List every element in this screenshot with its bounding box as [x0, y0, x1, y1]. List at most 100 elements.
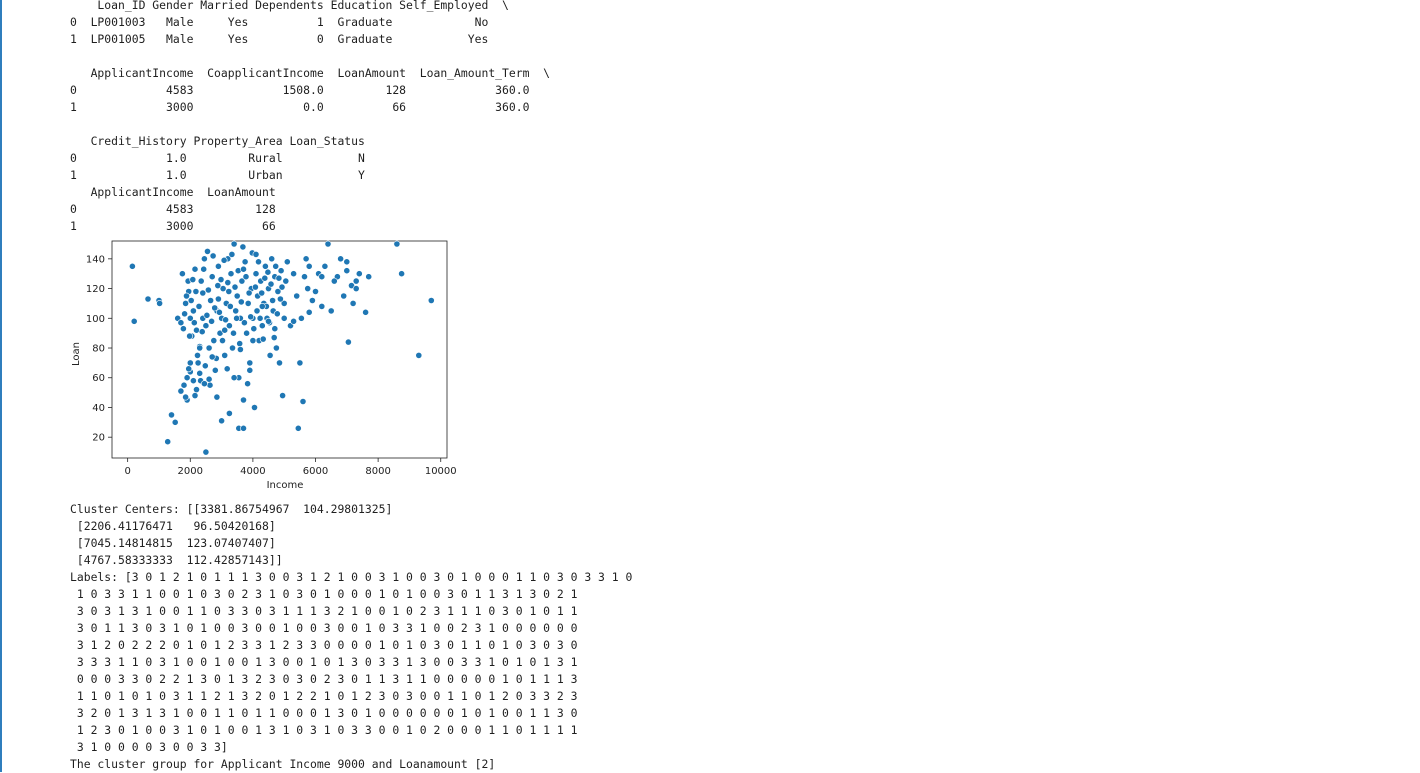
scatter-point	[277, 267, 285, 275]
y-tick-label: 80	[92, 344, 105, 355]
scatter-point	[243, 329, 250, 337]
scatter-point	[355, 270, 363, 278]
scatter-point	[293, 292, 301, 300]
scatter-point	[194, 359, 202, 367]
scatter-point	[214, 262, 222, 270]
scatter-point	[216, 329, 224, 337]
y-tick-label: 20	[92, 433, 105, 444]
scatter-point	[202, 448, 210, 456]
scatter-point	[218, 417, 225, 425]
scatter-point	[233, 314, 240, 322]
scatter-point	[195, 303, 203, 310]
scatter-point	[272, 344, 280, 352]
scatter-point	[330, 277, 338, 285]
scatter-point	[240, 424, 247, 432]
scatter-point	[225, 409, 233, 417]
scatter-point	[200, 255, 208, 263]
scatter-point	[210, 337, 218, 344]
scatter-point	[256, 314, 264, 322]
scatter-point	[214, 282, 222, 289]
scatter-point	[130, 317, 138, 325]
scatter-point	[219, 337, 226, 344]
scatter-point	[324, 240, 332, 248]
scatter-point	[191, 392, 199, 399]
scatter-point	[276, 359, 283, 367]
scatter-point	[272, 262, 280, 270]
scatter-point	[352, 285, 360, 292]
scatter-point	[187, 297, 195, 304]
y-tick-label: 120	[86, 284, 105, 295]
scatter-point	[231, 283, 239, 291]
scatter-point	[279, 392, 286, 399]
scatter-point	[208, 317, 215, 325]
axes-frame	[111, 240, 448, 459]
scatter-point	[199, 289, 207, 297]
notebook-cell-indicator	[0, 0, 2, 772]
scatter-point	[265, 317, 272, 325]
dataframe-output: Loan_ID Gender Married Dependents Educat…	[70, 0, 551, 233]
scatter-point	[251, 283, 259, 291]
scatter-point	[164, 438, 172, 446]
scatter-point	[301, 273, 308, 281]
scatter-point	[217, 276, 225, 283]
scatter-point	[255, 258, 262, 266]
scatter-point	[192, 288, 200, 295]
scatter-point	[190, 319, 198, 327]
scatter-point	[232, 307, 240, 315]
scatter-point	[229, 344, 236, 352]
scatter-point	[264, 268, 272, 276]
scatter-point	[246, 366, 254, 374]
scatter-point	[282, 277, 290, 285]
scatter-point	[226, 303, 234, 310]
scatter-point	[318, 303, 326, 310]
scatter-point	[196, 369, 204, 377]
scatter-point	[200, 380, 208, 388]
scatter-point	[241, 258, 249, 266]
scatter-point	[242, 273, 250, 281]
scatter-point	[196, 344, 204, 352]
scatter-point	[305, 262, 313, 270]
scatter-point	[213, 393, 221, 401]
scatter-point	[183, 374, 191, 382]
scatter-point	[168, 411, 175, 419]
scatter-point	[258, 289, 266, 297]
scatter-point	[275, 274, 283, 282]
x-tick-label: 6000	[303, 466, 328, 477]
scatter-point	[237, 298, 245, 306]
scatter-point	[224, 279, 232, 286]
scatter-point	[393, 240, 401, 248]
scatter-point	[267, 280, 275, 288]
scatter-point	[258, 303, 266, 310]
scatter-point	[271, 325, 279, 333]
scatter-point	[198, 328, 206, 336]
scatter-point	[203, 311, 211, 319]
y-axis-label: Loan	[71, 342, 82, 366]
scatter-point	[253, 307, 261, 315]
scatter-point	[318, 273, 326, 281]
scatter-point	[276, 295, 284, 303]
scatter-point	[230, 374, 238, 382]
scatter-point	[180, 325, 187, 333]
scatter-point	[144, 295, 152, 303]
x-tick-label: 10000	[425, 466, 457, 477]
scatter-point	[280, 300, 288, 307]
x-axis-label: Income	[267, 480, 304, 491]
scatter-point	[215, 308, 223, 316]
scatter-point	[299, 398, 307, 405]
scatter-point	[240, 396, 247, 404]
scatter-point	[268, 255, 276, 263]
scatter-point	[193, 386, 200, 393]
scatter-point	[258, 322, 266, 330]
scatter-point	[197, 277, 205, 285]
scatter-point	[233, 292, 241, 300]
scatter-point	[302, 255, 310, 263]
scatter-point	[179, 270, 186, 278]
scatter-point	[214, 295, 222, 303]
scatter-point	[219, 285, 227, 292]
scatter-plot: 0 2000 4000 6000 8000 1000020406080100120140 …	[71, 240, 457, 491]
scatter-point	[186, 314, 194, 322]
scatter-point	[308, 297, 316, 304]
scatter-point	[208, 353, 216, 361]
scatter-point	[205, 375, 213, 383]
scatter-point	[304, 285, 312, 292]
